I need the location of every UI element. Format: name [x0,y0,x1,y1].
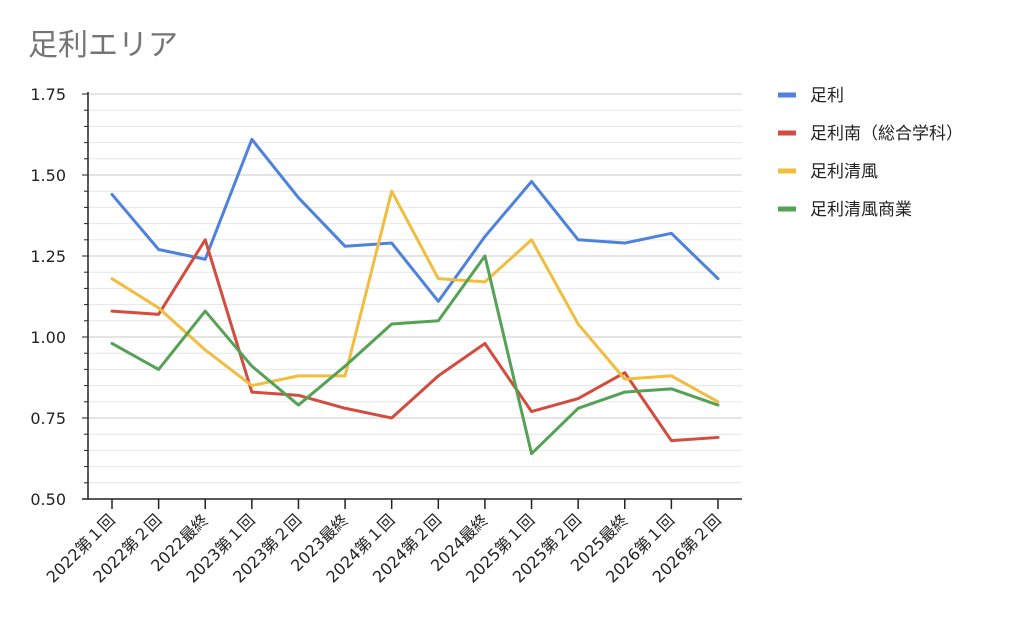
axes [82,92,742,509]
series-lines [110,137,720,456]
y-tick-label: 1.50 [30,166,66,185]
chart-title: 足利エリア [28,28,178,63]
legend-label: 足利 [810,86,844,106]
legend-label: 足利清風商業 [810,200,912,220]
grid-lines [88,93,742,484]
series-line-4 [110,254,720,456]
y-tick-label: 0.75 [30,409,66,428]
legend-label: 足利南（総合学科） [810,124,963,144]
y-tick-label: 1.75 [30,85,66,104]
legend-label: 足利清風 [810,162,878,182]
series-line-1 [110,137,720,303]
y-tick-label: 1.00 [30,328,66,347]
y-tick-labels: 1.75 1.50 1.25 1.00 0.75 0.50 [30,85,66,509]
x-tick-labels: 2022第１回2022第２回2022最終2023第１回2023第２回2023最終… [43,510,725,586]
series-line-2 [110,238,720,443]
y-tick-label: 0.50 [30,490,66,509]
series-line-3 [110,189,720,404]
y-tick-label: 1.25 [30,247,66,266]
